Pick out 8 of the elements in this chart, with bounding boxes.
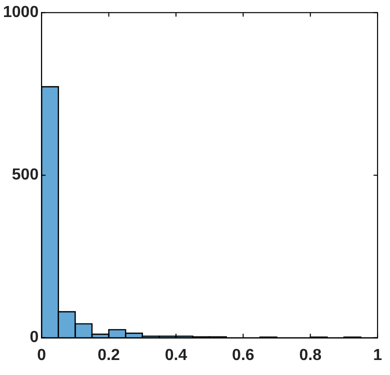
y-tick-label: 0 (30, 329, 39, 346)
x-tick-label: 0.2 (98, 346, 120, 364)
x-tick-label: 1 (373, 346, 382, 364)
y-tick-label: 500 (12, 166, 39, 184)
x-tick-label: 0.6 (232, 346, 254, 364)
x-tick-label: 0.8 (299, 346, 322, 364)
x-tick-label: 0.4 (164, 346, 188, 364)
y-tick-label: 1000 (3, 4, 39, 22)
